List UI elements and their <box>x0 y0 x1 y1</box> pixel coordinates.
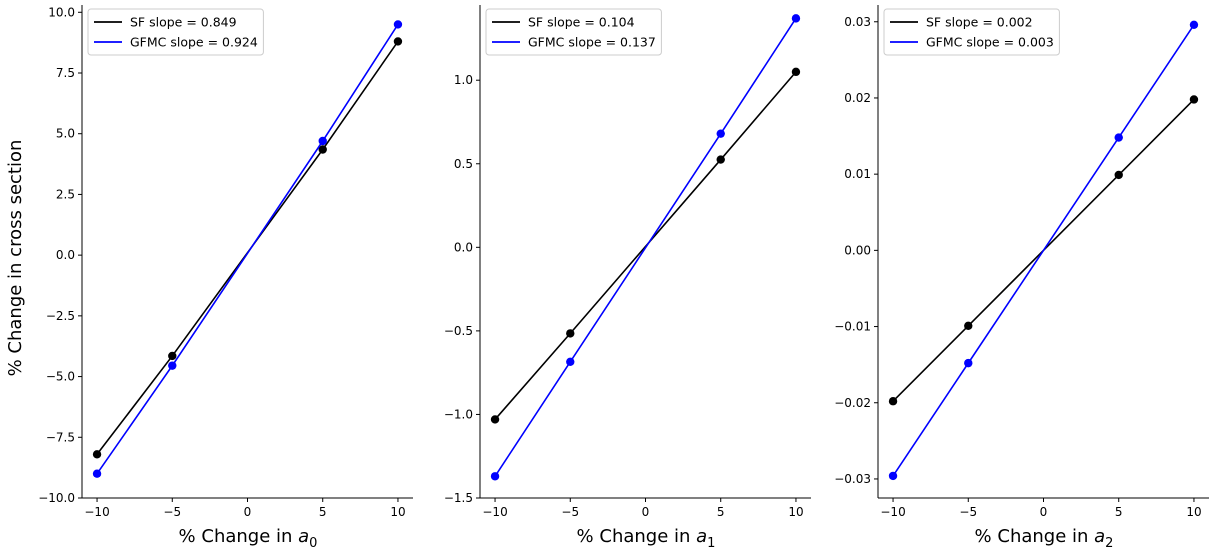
data-point <box>964 358 973 368</box>
y-tick-label: 0.0 <box>454 240 473 254</box>
y-axis-label: % Change in cross section <box>5 140 26 377</box>
data-point <box>791 67 801 77</box>
legend-label: GFMC slope = 0.924 <box>130 35 258 50</box>
x-tick-label: −10 <box>482 505 507 519</box>
series-line-0 <box>494 71 797 420</box>
data-point <box>92 469 102 478</box>
data-point <box>716 129 725 138</box>
legend: SF slope = 0.002 GFMC slope = 0.003 <box>883 8 1060 56</box>
x-tick-label: 0 <box>244 505 252 519</box>
data-point <box>168 361 177 370</box>
x-tick-label: −5 <box>561 505 579 519</box>
data-point <box>393 20 403 29</box>
y-tick-label: 0.03 <box>844 15 871 29</box>
legend-label: SF slope = 0.104 <box>528 15 635 30</box>
y-tick-label: 0.5 <box>454 157 473 171</box>
data-point <box>888 397 898 406</box>
x-tick-label: 5 <box>319 505 327 519</box>
y-tick-label: 0.02 <box>844 91 871 105</box>
data-point <box>566 357 575 366</box>
data-point <box>964 321 973 330</box>
x-axis-label: % Change in a2 <box>975 526 1114 551</box>
y-tick-label: −1.0 <box>444 407 473 421</box>
series-line-1 <box>892 24 1195 477</box>
y-tick-label: −1.5 <box>444 491 473 505</box>
legend-box <box>87 8 264 56</box>
chart-panel-1: −1.5 −1.0 −0.5 0.0 0.5 1.0 −10 −5 0 5 10 % Change i… <box>444 5 811 551</box>
data-point <box>490 472 500 481</box>
data-point <box>393 37 403 46</box>
chart-panel-0: −10.0 −7.5 −5.0 −2.5 0.0 2.5 5.0 7.5 10.0 −10 −5 0 5… <box>38 5 413 551</box>
legend-label: SF slope = 0.849 <box>130 15 237 30</box>
y-tick-label: 7.5 <box>56 66 75 80</box>
data-point <box>318 145 327 154</box>
chart-panels: −10.0 −7.5 −5.0 −2.5 0.0 2.5 5.0 7.5 10.0 −10 −5 0 5… <box>38 5 1209 551</box>
y-tick-label: −10.0 <box>38 491 75 505</box>
data-point <box>1114 170 1123 180</box>
x-tick-label: 10 <box>788 505 803 519</box>
data-point <box>716 155 725 164</box>
series-line-0 <box>96 40 399 455</box>
data-point <box>1114 133 1123 142</box>
y-tick-label: −0.5 <box>444 324 473 338</box>
legend: SF slope = 0.104 GFMC slope = 0.137 <box>485 8 662 56</box>
x-tick-label: −10 <box>84 505 109 519</box>
y-tick-label: −0.03 <box>834 472 871 486</box>
y-tick-label: 1.0 <box>454 73 473 87</box>
data-point <box>791 14 801 23</box>
data-point <box>566 329 575 338</box>
data-point <box>1189 95 1199 104</box>
x-tick-label: 5 <box>717 505 725 519</box>
y-tick-label: 2.5 <box>56 187 75 201</box>
x-axis-label: % Change in a1 <box>577 526 716 551</box>
y-tick-label: −0.02 <box>834 396 871 410</box>
y-tick-label: 5.0 <box>56 127 75 141</box>
x-tick-label: 10 <box>1186 505 1201 519</box>
y-tick-label: 0.01 <box>844 167 871 181</box>
x-tick-label: 10 <box>390 505 405 519</box>
data-point <box>318 136 327 146</box>
legend-label: SF slope = 0.002 <box>926 15 1033 30</box>
data-point <box>490 415 500 424</box>
x-tick-label: 5 <box>1115 505 1123 519</box>
legend: SF slope = 0.849 GFMC slope = 0.924 <box>87 8 264 56</box>
x-tick-label: −5 <box>163 505 181 519</box>
y-tick-label: 0.00 <box>844 243 871 257</box>
y-tick-label: −5.0 <box>46 370 75 384</box>
x-tick-label: −5 <box>959 505 977 519</box>
y-tick-label: 0.0 <box>56 248 75 262</box>
data-point <box>1189 20 1199 30</box>
y-tick-label: 10.0 <box>48 5 75 19</box>
series-line-1 <box>494 17 797 477</box>
x-tick-label: 0 <box>1040 505 1048 519</box>
y-tick-label: −2.5 <box>46 309 75 323</box>
x-axis-label: % Change in a0 <box>179 526 318 551</box>
legend-label: GFMC slope = 0.003 <box>926 35 1054 50</box>
data-point <box>168 351 177 361</box>
legend-box <box>883 8 1060 56</box>
data-point <box>92 450 102 459</box>
data-point <box>888 471 898 481</box>
x-tick-label: 0 <box>642 505 650 519</box>
chart-panel-2: −0.03 −0.02 −0.01 0.00 0.01 0.02 0.03 −10 −5 0 5 10… <box>834 5 1209 551</box>
y-tick-label: −0.01 <box>834 320 871 334</box>
x-tick-label: −10 <box>880 505 905 519</box>
series-line-1 <box>96 23 399 475</box>
y-tick-label: −7.5 <box>46 430 75 444</box>
legend-label: GFMC slope = 0.137 <box>528 35 656 50</box>
legend-box <box>485 8 662 56</box>
